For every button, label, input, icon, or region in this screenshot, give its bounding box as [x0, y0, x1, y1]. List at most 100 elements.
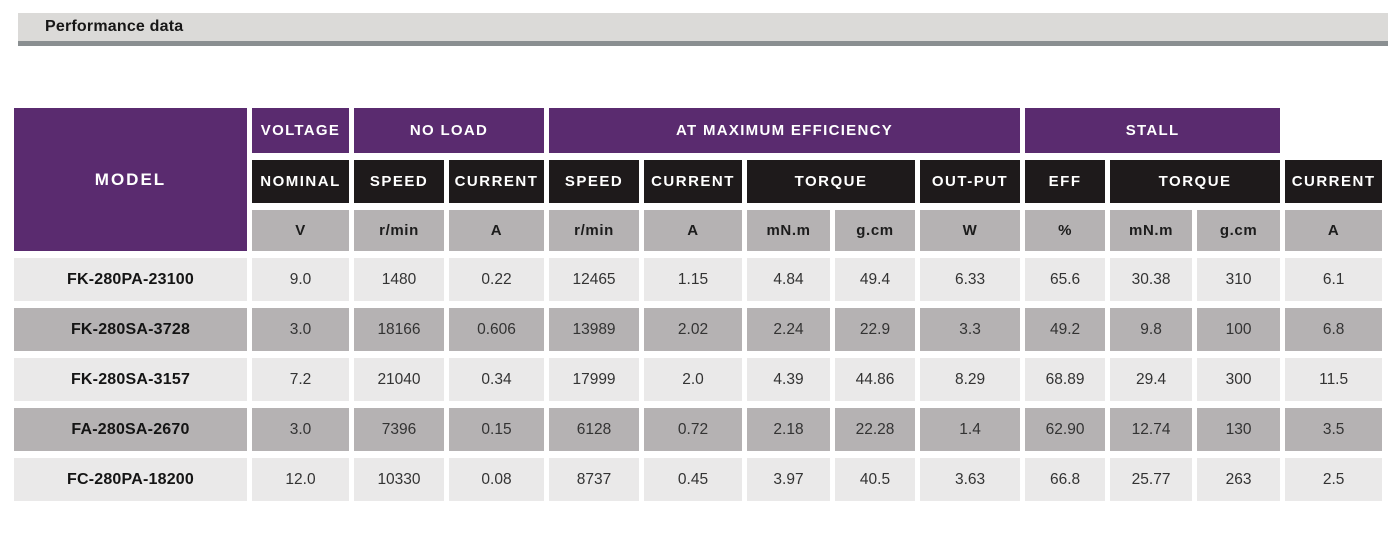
- unit-label: mN.m: [1110, 210, 1193, 251]
- data-cell: 0.45: [644, 458, 743, 501]
- model-name: FK-280PA-23100: [14, 258, 247, 301]
- data-cell: 44.86: [835, 358, 916, 401]
- data-cell: 4.39: [747, 358, 831, 401]
- data-cell: 3.5: [1285, 408, 1383, 451]
- data-cell: 263: [1197, 458, 1281, 501]
- data-cell: 62.90: [1025, 408, 1106, 451]
- section-title: Performance data: [45, 18, 184, 35]
- data-cell: 29.4: [1110, 358, 1193, 401]
- data-cell: 2.02: [644, 308, 743, 351]
- data-cell: 7.2: [252, 358, 349, 401]
- unit-label: A: [1285, 210, 1383, 251]
- section-header-bar: Performance data: [18, 13, 1388, 46]
- data-cell: 6.1: [1285, 258, 1383, 301]
- table-row: FC-280PA-18200 12.0 10330 0.08 8737 0.45…: [14, 458, 1383, 501]
- data-cell: 2.24: [747, 308, 831, 351]
- data-cell: 65.6: [1025, 258, 1106, 301]
- subheader-stall-torque: TORQUE: [1110, 160, 1281, 203]
- model-column-header: MODEL: [14, 108, 247, 251]
- unit-label: A: [449, 210, 545, 251]
- data-cell: 7396: [354, 408, 444, 451]
- data-cell: 9.8: [1110, 308, 1193, 351]
- data-cell: 8737: [549, 458, 640, 501]
- table-row: FK-280SA-3728 3.0 18166 0.606 13989 2.02…: [14, 308, 1383, 351]
- data-cell: 4.84: [747, 258, 831, 301]
- data-cell: 11.5: [1285, 358, 1383, 401]
- data-cell: 13989: [549, 308, 640, 351]
- group-header-no-load: NO LOAD: [354, 108, 545, 153]
- data-cell: 3.3: [920, 308, 1021, 351]
- data-cell: 310: [1197, 258, 1281, 301]
- unit-label: g.cm: [835, 210, 916, 251]
- subheader-stall-current: CURRENT: [1285, 160, 1383, 203]
- data-cell: 0.606: [449, 308, 545, 351]
- data-cell: 0.22: [449, 258, 545, 301]
- data-cell: 2.5: [1285, 458, 1383, 501]
- subheader-noload-speed: SPEED: [354, 160, 444, 203]
- data-cell: 2.0: [644, 358, 743, 401]
- model-name: FK-280SA-3728: [14, 308, 247, 351]
- data-cell: 1.4: [920, 408, 1021, 451]
- data-cell: 3.97: [747, 458, 831, 501]
- unit-label: r/min: [354, 210, 444, 251]
- data-cell: 100: [1197, 308, 1281, 351]
- unit-label: W: [920, 210, 1021, 251]
- subheader-row: NOMINAL SPEED CURRENT SPEED CURRENT TORQ…: [14, 160, 1383, 203]
- data-cell: 300: [1197, 358, 1281, 401]
- data-cell: 0.08: [449, 458, 545, 501]
- data-cell: 3.0: [252, 308, 349, 351]
- data-cell: 3.0: [252, 408, 349, 451]
- table-row: FK-280PA-23100 9.0 1480 0.22 12465 1.15 …: [14, 258, 1383, 301]
- units-row: V r/min A r/min A mN.m g.cm W % mN.m g.c…: [14, 210, 1383, 251]
- unit-label: r/min: [549, 210, 640, 251]
- unit-label: g.cm: [1197, 210, 1281, 251]
- data-cell: 2.18: [747, 408, 831, 451]
- subheader-eff: EFF: [1025, 160, 1106, 203]
- data-cell: 22.28: [835, 408, 916, 451]
- data-cell: 6.33: [920, 258, 1021, 301]
- group-header-row: MODEL VOLTAGE NO LOAD AT MAXIMUM EFFICIE…: [14, 108, 1382, 251]
- data-cell: 0.34: [449, 358, 545, 401]
- subheader-nominal: NOMINAL: [252, 160, 349, 203]
- subheader-maxeff-current: CURRENT: [644, 160, 743, 203]
- data-cell: 21040: [354, 358, 444, 401]
- data-cell: 30.38: [1110, 258, 1193, 301]
- data-cell: 25.77: [1110, 458, 1193, 501]
- data-cell: 0.72: [644, 408, 743, 451]
- group-header-voltage: VOLTAGE: [252, 108, 349, 153]
- group-header-stall: STALL: [1025, 108, 1281, 153]
- unit-label: %: [1025, 210, 1106, 251]
- data-cell: 3.63: [920, 458, 1021, 501]
- unit-label: V: [252, 210, 349, 251]
- subheader-output: OUT-PUT: [920, 160, 1021, 203]
- group-header-max-efficiency: AT MAXIMUM EFFICIENCY: [549, 108, 1021, 153]
- data-cell: 22.9: [835, 308, 916, 351]
- data-cell: 49.4: [835, 258, 916, 301]
- data-cell: 6128: [549, 408, 640, 451]
- data-cell: 68.89: [1025, 358, 1106, 401]
- data-cell: 6.8: [1285, 308, 1383, 351]
- data-cell: 130: [1197, 408, 1281, 451]
- data-cell: 8.29: [920, 358, 1021, 401]
- performance-table: MODEL VOLTAGE NO LOAD AT MAXIMUM EFFICIE…: [9, 101, 1387, 508]
- unit-label: mN.m: [747, 210, 831, 251]
- data-cell: 9.0: [252, 258, 349, 301]
- model-name: FC-280PA-18200: [14, 458, 247, 501]
- data-cell: 12.74: [1110, 408, 1193, 451]
- data-cell: 12.0: [252, 458, 349, 501]
- table-row: FK-280SA-3157 7.2 21040 0.34 17999 2.0 4…: [14, 358, 1383, 401]
- data-cell: 12465: [549, 258, 640, 301]
- data-cell: 1480: [354, 258, 444, 301]
- subheader-maxeff-speed: SPEED: [549, 160, 640, 203]
- data-cell: 40.5: [835, 458, 916, 501]
- table-row: FA-280SA-2670 3.0 7396 0.15 6128 0.72 2.…: [14, 408, 1383, 451]
- subheader-maxeff-torque: TORQUE: [747, 160, 916, 203]
- data-cell: 0.15: [449, 408, 545, 451]
- model-name: FA-280SA-2670: [14, 408, 247, 451]
- data-cell: 18166: [354, 308, 444, 351]
- data-cell: 10330: [354, 458, 444, 501]
- data-cell: 66.8: [1025, 458, 1106, 501]
- data-cell: 17999: [549, 358, 640, 401]
- data-cell: 49.2: [1025, 308, 1106, 351]
